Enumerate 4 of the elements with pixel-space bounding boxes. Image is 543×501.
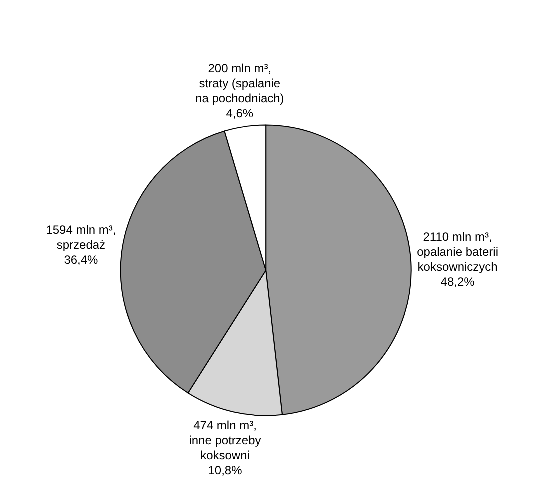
slice-label: 200 mln m³, straty (spalanie na pochodniach) 4,6% [196,61,284,120]
slice-label: 474 mln m³, inne potrzeby koksowni 10,8% [189,418,262,478]
slice-label: 1594 mln m³, sprzedaż 36,4% [46,222,116,267]
slice-label: 2110 mln m³, opalanie baterii koksowniczych 48,2% [417,230,499,290]
